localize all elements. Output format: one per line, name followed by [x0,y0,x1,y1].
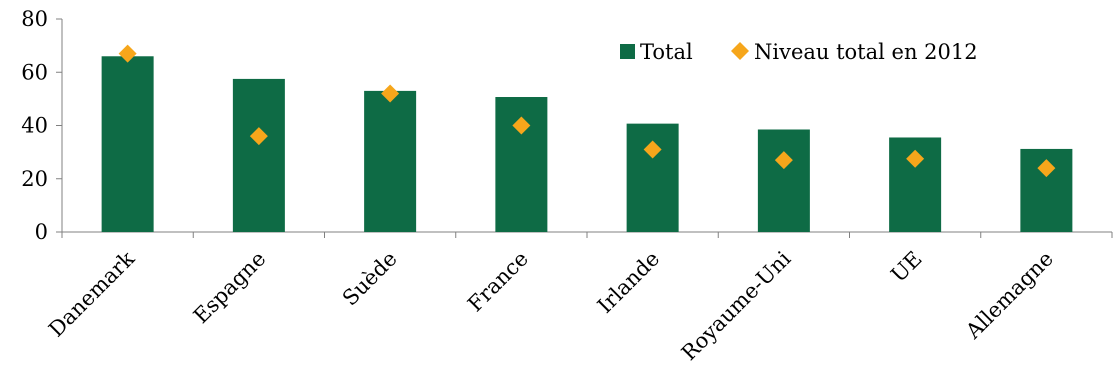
y-tick-label: 60 [21,60,48,84]
markers-series-2012 [118,44,1056,178]
marker-2012-danemark [118,44,137,63]
x-tick-label: France [463,247,533,317]
marker-2012-espagne [249,127,268,146]
x-tick-label: Suède [338,247,402,311]
legend-swatch-2012 [731,42,749,60]
y-tick-label: 40 [21,114,48,138]
x-tick-label: Espagne [189,247,271,329]
x-tick-label: Royaume-Uni [677,246,796,365]
y-tick-label: 0 [35,220,48,244]
legend: Total Niveau total en 2012 [620,40,978,64]
bar-irlande [626,123,679,232]
legend-label-total: Total [640,40,693,64]
y-tick-label: 80 [21,7,48,31]
bar-danemark [101,56,154,233]
y-tick-label: 20 [21,167,48,191]
marker-2012-su-de [381,84,400,103]
marker-2012-ue [906,149,925,168]
x-tick-label: Danemark [44,246,139,341]
x-tick-label: UE [886,247,926,287]
marker-2012-irlande [643,140,662,159]
marker-2012-allemagne [1037,159,1056,178]
marker-2012-royaume-uni [774,151,793,170]
x-axis: Danemark Espagne Suède France Irlande Royaume… [44,231,1113,365]
bar-espagne [232,78,285,232]
x-tick-label: Irlande [593,247,664,318]
bars-series-total [101,56,1073,233]
x-tick-label: Allemagne [960,247,1057,344]
y-axis: 0 20 40 60 80 [21,7,63,244]
legend-label-2012: Niveau total en 2012 [754,40,978,64]
legend-swatch-total [620,44,635,59]
bar-su-de [364,90,417,232]
marker-2012-france [512,116,531,135]
bar-royaume-uni [757,129,810,232]
